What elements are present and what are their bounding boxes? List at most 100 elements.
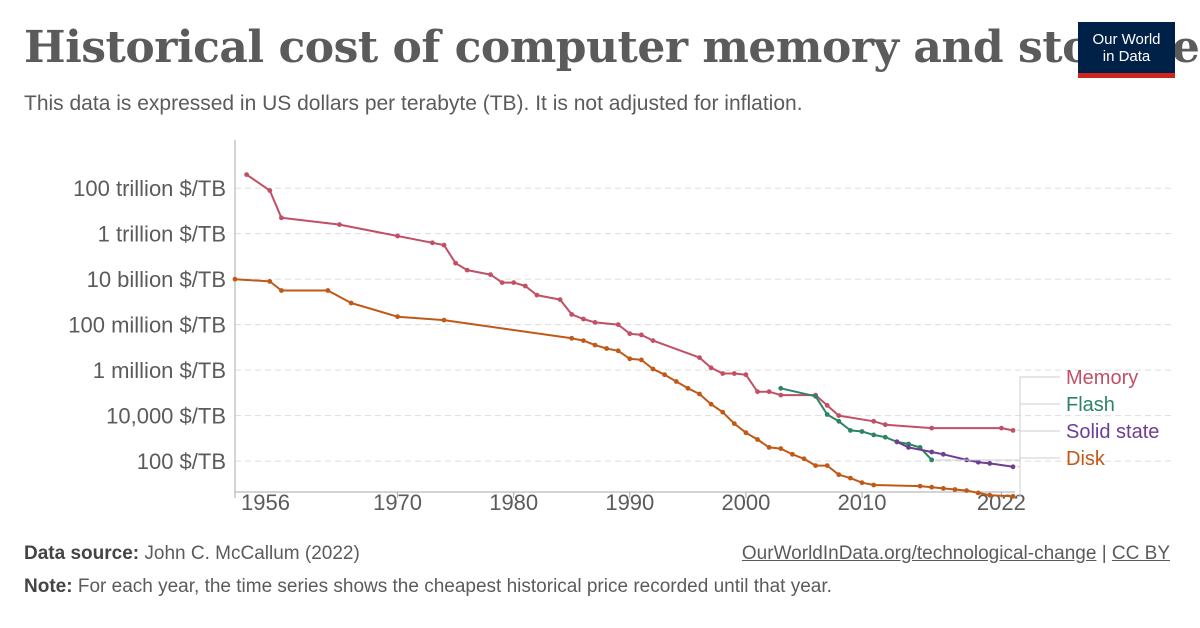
memory-point [650,338,656,343]
memory-point [464,267,470,273]
y-tick-label: 1 million $/TB [93,358,226,383]
memory-point [453,260,458,266]
disk-point [952,487,958,492]
memory-point [824,403,830,408]
disk-point [813,463,818,468]
disk-point [673,379,679,384]
memory-point [615,322,621,327]
disk-point [871,482,877,488]
memory-point [731,371,737,376]
memory-point [592,320,598,325]
chart-title: Historical cost of computer memory and s… [24,22,1200,73]
disk-point [441,317,447,323]
disk-line [234,278,1014,498]
disk-legend-label: Disk [1066,448,1106,470]
x-tick-label: 1956 [241,490,290,515]
memory-point [569,312,575,317]
disk-point [848,475,853,481]
x-tick-label: 1990 [605,490,654,515]
memory-line [246,173,1014,432]
license-link[interactable]: CC BY [1111,543,1170,564]
disk-point [615,348,621,354]
flash-point [859,429,865,434]
disk-point [685,385,691,391]
disk-point [801,456,807,462]
solid-state-point [906,445,911,450]
disk-point [964,488,969,493]
solid-state-point [1010,464,1016,470]
memory-point [581,316,586,322]
flash-point [882,434,888,440]
y-axis: 100 trillion $/TB 1 trillion $/TB 10 billi… [68,176,226,474]
memory-point [871,418,877,424]
disk-point [569,335,575,341]
series-labels: Memory Flash Solid state Disk [935,367,1159,497]
y-tick-label: 10 billion $/TB [87,267,226,292]
memory-point [639,332,644,338]
memory-point [929,425,935,431]
x-tick-label: 1980 [489,490,538,515]
disk-point [975,490,981,496]
disk-point [743,430,749,436]
link-separator: | [1101,543,1107,564]
disk-point [755,437,760,442]
footer-links: OurWorldInData.org/technological-change … [742,543,1170,565]
memory-point [395,233,400,239]
disk-point [836,472,842,478]
memory-point [430,240,435,246]
memory-point [557,297,563,302]
disk-point [627,356,633,362]
y-tick-label: 100 trillion $/TB [73,176,226,201]
memory-point [534,292,540,298]
memory-point [441,242,447,248]
disk-point [639,357,644,363]
logo-line-2: in Data [1102,48,1151,65]
memory-point [697,355,702,360]
memory-point [755,389,760,395]
note-text: For each year, the time series shows the… [77,576,832,597]
flash-point [906,441,911,447]
disk-point [929,484,935,490]
disk-point [766,445,772,450]
x-tick-label: 1970 [373,490,422,515]
memory-point [337,222,342,228]
flash-point [871,432,877,438]
disk-point [592,342,598,348]
x-tick-label: 2010 [838,490,887,515]
memory-legend-label: Memory [1066,367,1138,389]
disk-point [232,276,238,282]
solid-state-label-connector [1017,430,1060,468]
grid-lines [235,187,1173,462]
flash-legend-label: Flash [1066,394,1115,416]
memory-point [522,283,528,289]
disk-point [348,300,354,306]
x-tick-label: 2000 [721,490,770,515]
memory-point [1010,428,1016,433]
owid-logo[interactable]: Our World in Data [1078,22,1175,78]
memory-point [499,280,505,285]
note-label: Note: [24,576,73,597]
flash-point [848,428,853,433]
chart-subtitle: This data is expressed in US dollars per… [24,92,803,115]
flash-point [824,412,830,417]
disk-point [824,463,830,468]
memory-point [720,371,726,376]
memory-point [511,280,517,285]
disk-point [395,314,400,320]
disk-point [697,391,702,397]
data-source: Data source: John C. McCallum (2022) [24,543,360,565]
owid-link[interactable]: OurWorldInData.org/technological-change [741,543,1097,564]
source-label: Data source: [24,543,140,564]
disk-point [731,421,737,426]
source-text: John C. McCallum (2022) [144,543,360,564]
solid-state-point [975,459,981,465]
solid-state-point [894,439,900,445]
disk-label-connector [1017,457,1060,497]
flash-point [813,393,818,399]
memory-point [627,331,633,337]
solid-state-point [929,449,935,455]
disk-point [790,451,795,457]
series-group [232,172,1016,499]
disk-point [604,346,609,351]
y-tick-label: 1 trillion $/TB [98,222,226,247]
